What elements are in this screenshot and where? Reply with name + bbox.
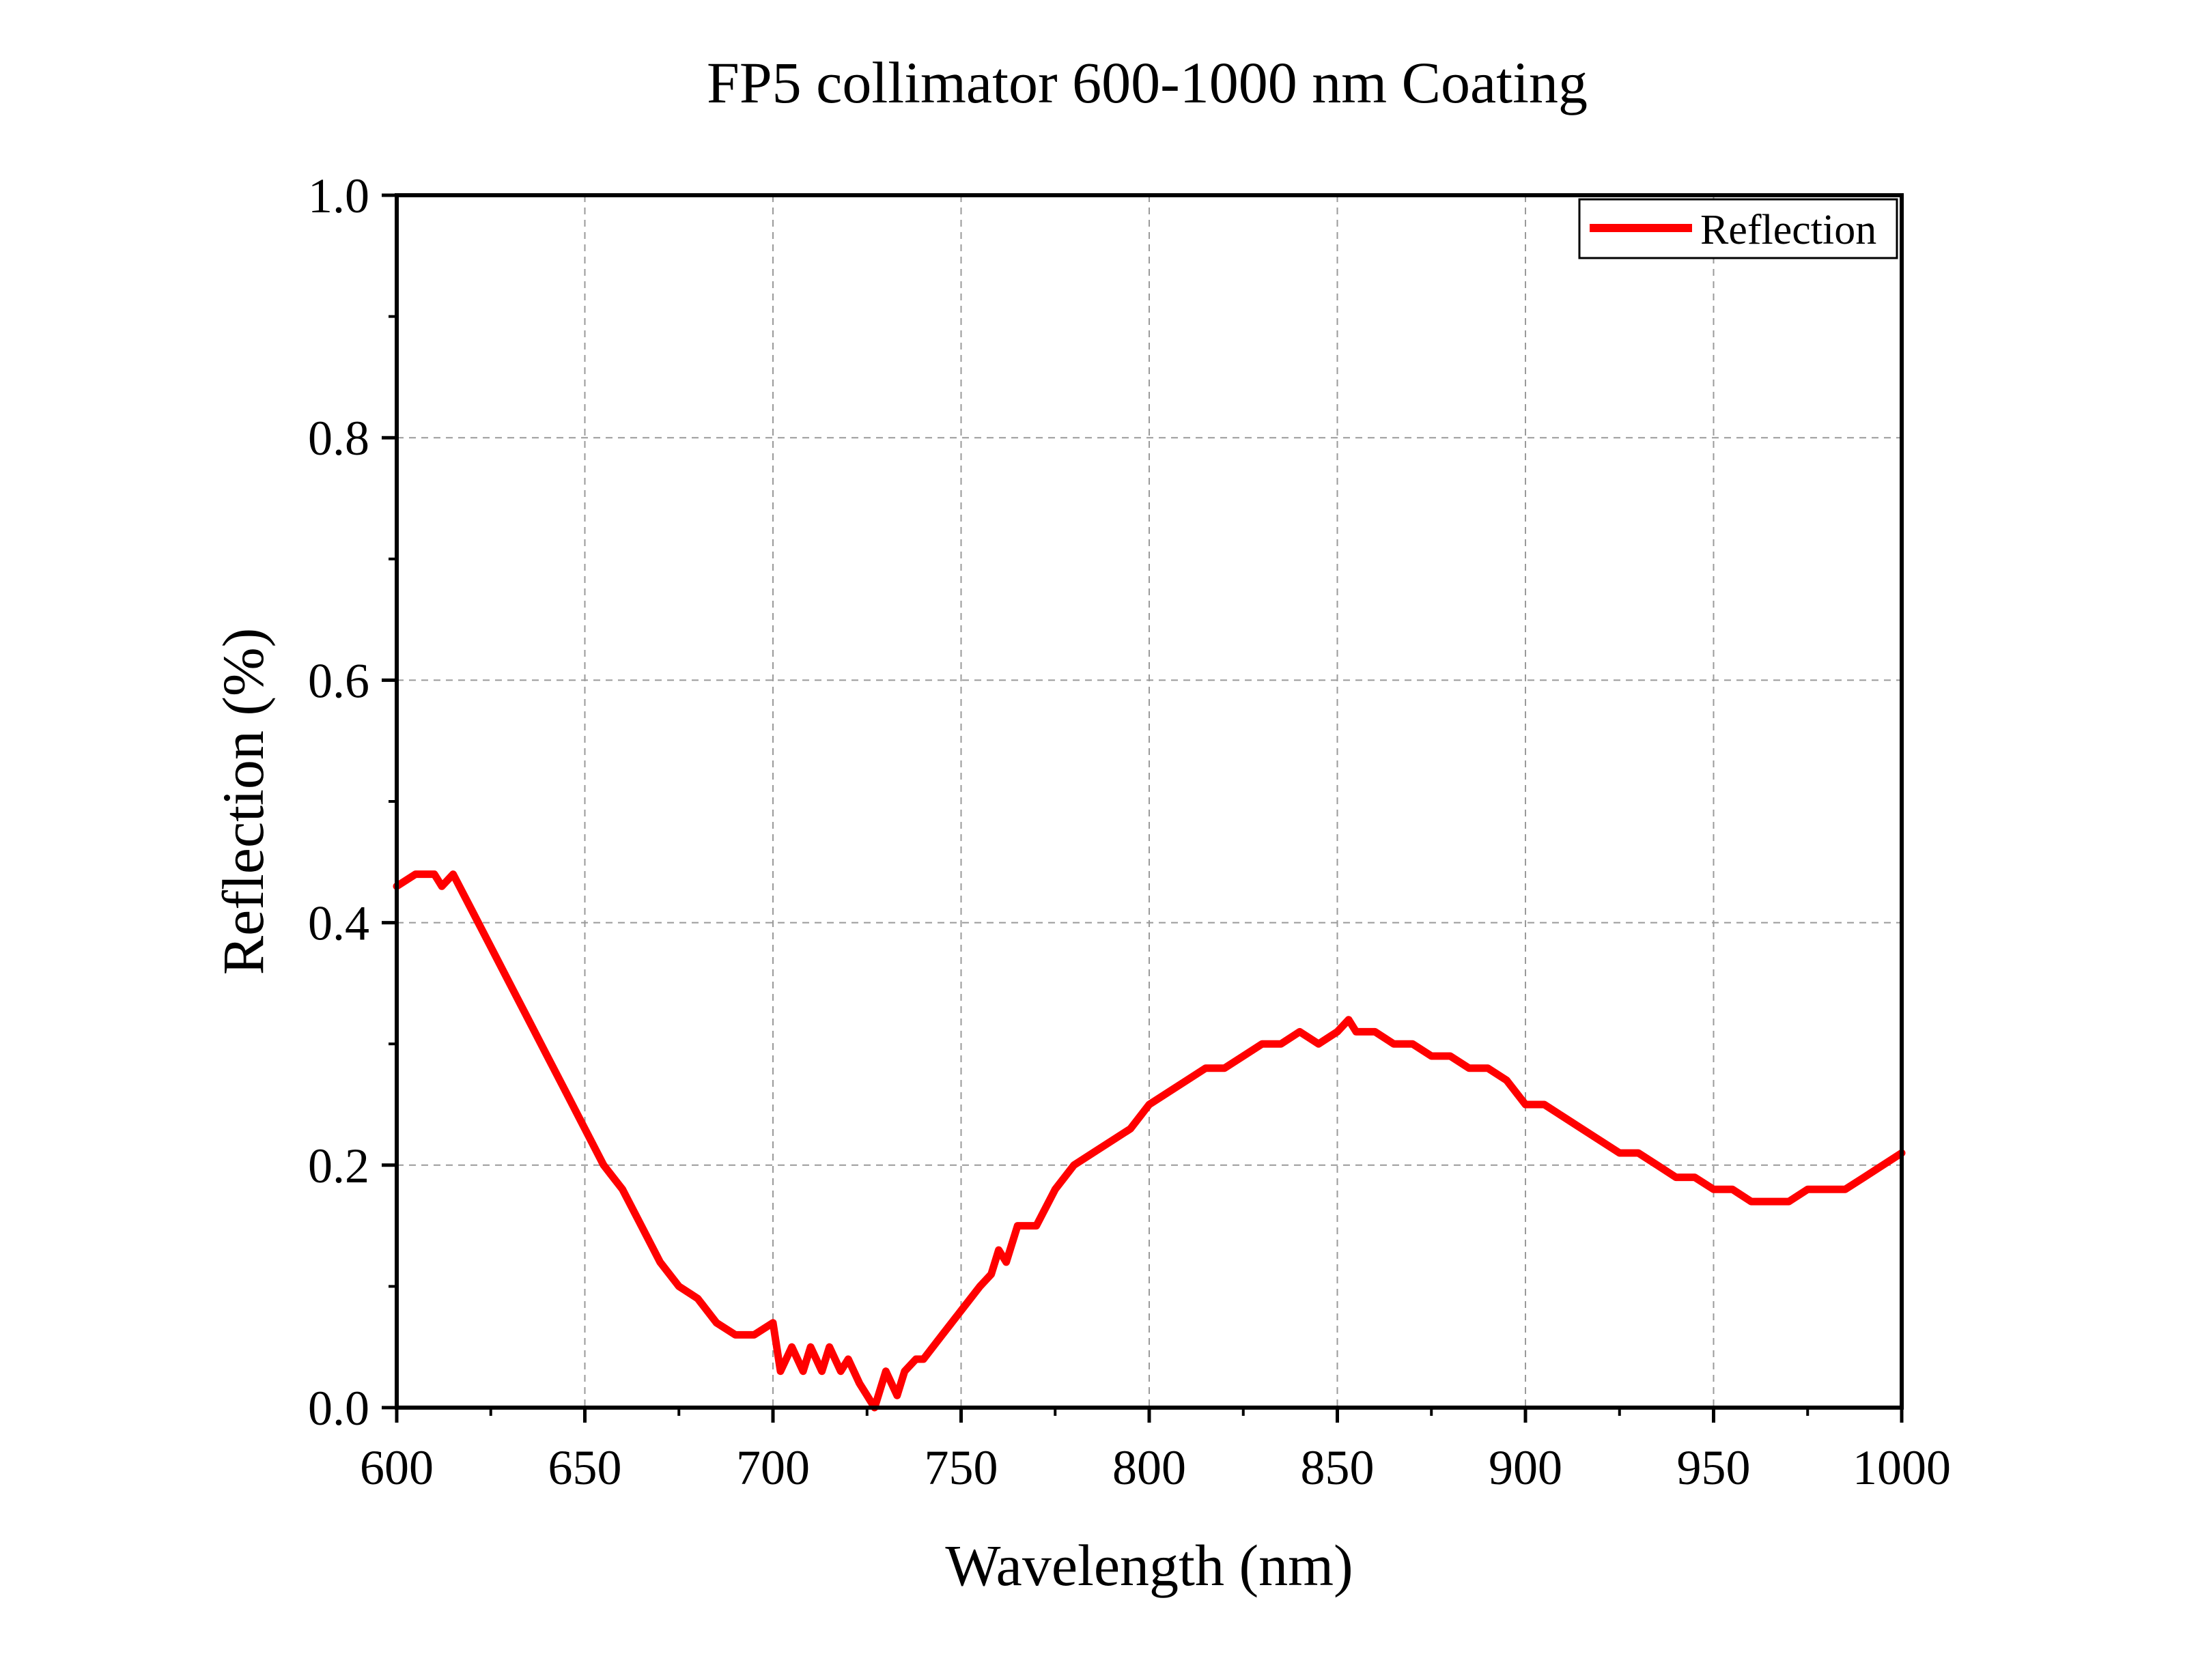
- grid-lines: [397, 195, 1902, 1408]
- y-axis-ticks: 0.0 0.2 0.4 0.6 0.8 1.0: [308, 169, 397, 1436]
- reflection-series-line: [393, 870, 1906, 1412]
- x-axis-ticks: 600 650 700 750 800 850 900 950 1000: [360, 1408, 1951, 1495]
- x-tick-label: 650: [548, 1440, 622, 1495]
- x-axis-label: Wavelength (nm): [945, 1533, 1353, 1598]
- x-tick-label: 950: [1677, 1440, 1751, 1495]
- x-tick-label: 750: [925, 1440, 998, 1495]
- plot-frame: [395, 193, 1904, 1410]
- y-tick-label: 0.0: [308, 1381, 369, 1436]
- chart-title: FP5 collimator 600-1000 nm Coating: [707, 50, 1588, 115]
- x-tick-label: 700: [736, 1440, 810, 1495]
- legend: Reflection: [1578, 198, 1898, 259]
- x-tick-label: 1000: [1853, 1440, 1951, 1495]
- y-tick-label: 0.2: [308, 1139, 369, 1193]
- minor-ticks: [389, 315, 1810, 1416]
- x-tick-label: 600: [360, 1440, 434, 1495]
- legend-label-reflection: Reflection: [1700, 207, 1876, 253]
- x-tick-label: 800: [1112, 1440, 1186, 1495]
- y-tick-label: 0.4: [308, 896, 369, 951]
- y-tick-label: 0.6: [308, 653, 369, 708]
- x-tick-label: 900: [1489, 1440, 1562, 1495]
- y-tick-label: 0.8: [308, 411, 369, 466]
- x-tick-label: 850: [1301, 1440, 1375, 1495]
- y-tick-label: 1.0: [308, 169, 369, 223]
- y-axis-label: Reflection (%): [210, 628, 276, 976]
